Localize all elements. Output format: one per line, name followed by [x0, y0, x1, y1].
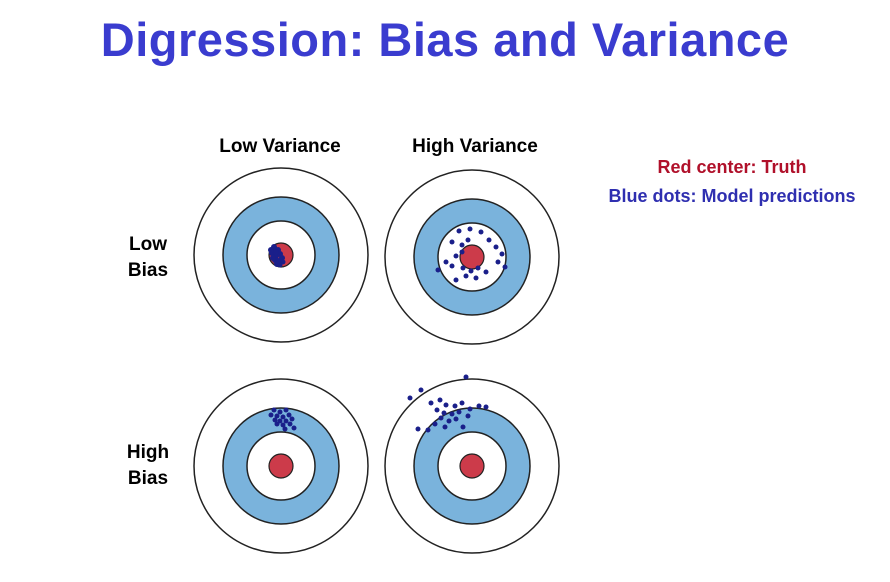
target-low-bias-low-variance [193, 167, 369, 343]
bullseye [459, 453, 485, 479]
target-high-bias-high-variance [384, 374, 560, 554]
column-label-low-variance: Low Variance [219, 136, 341, 157]
target-low-bias-high-variance [384, 169, 560, 345]
bullseye [459, 244, 485, 270]
slide-title: Digression: Bias and Variance [100, 13, 790, 66]
legend-truth: Red center: Truth [657, 157, 807, 177]
prediction-dots [268, 407, 297, 432]
row-label-high-bias-line2: Bias [127, 468, 169, 489]
legend-predictions: Blue dots: Model predictions [608, 186, 856, 206]
prediction-dots [435, 226, 508, 283]
row-label-high-bias: High Bias [113, 440, 183, 492]
column-label-high-variance: High Variance [412, 136, 538, 157]
bullseye [268, 453, 294, 479]
prediction-dots [407, 374, 489, 433]
row-label-low-bias-line2: Bias [127, 260, 169, 281]
row-label-low-bias-line1: Low [129, 234, 167, 255]
row-label-low-bias: Low Bias [113, 232, 183, 284]
target-high-bias-low-variance [193, 378, 369, 554]
prediction-dots [268, 244, 286, 268]
row-label-high-bias-line1: High [126, 442, 170, 463]
